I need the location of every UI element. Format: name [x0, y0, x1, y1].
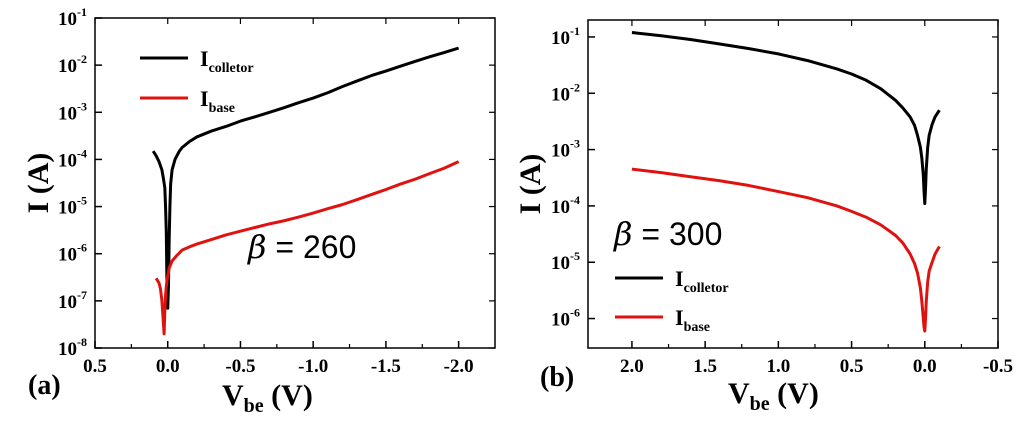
y-tick-label: 10-4: [58, 146, 87, 171]
y-tick-label: 10-3: [58, 99, 87, 124]
x-tick-label: 0.5: [840, 356, 864, 377]
y-tick-label: 10-8: [58, 335, 87, 360]
y-tick-label: 10-1: [551, 24, 580, 49]
chart-panel-a: 0.5 0.0 -0.5 -1.0 -1.5 -2.0 10-1 10-2 10-3 10-4 10…: [22, 5, 496, 417]
y-tick-label: 10-3: [551, 137, 580, 162]
x-tick-label: -0.5: [225, 356, 255, 377]
y-tick-label: 10-2: [551, 80, 580, 105]
plot-frame: [587, 19, 999, 349]
x-tick-label: -1.5: [371, 356, 401, 377]
x-tick-label: 1.5: [693, 356, 717, 377]
x-tick-label: -1.0: [298, 356, 328, 377]
legend-label-colletor: Icolletor: [200, 46, 254, 76]
y-tick-label: 10-5: [58, 194, 87, 219]
series-line-colletor: [631, 30, 941, 206]
x-axis-label: Vbe (V): [728, 377, 819, 415]
legend-label-colletor: Icolletor: [675, 266, 729, 296]
x-tick-label: 0.5: [83, 356, 107, 377]
x-tick-label: 2.0: [620, 356, 644, 377]
y-tick-label: 10-6: [551, 306, 580, 331]
series-line-base: [631, 167, 941, 333]
y-tick-label: 10-4: [551, 193, 580, 218]
y-tick-label: 10-2: [58, 52, 87, 77]
x-tick-label: 0.0: [913, 356, 937, 377]
x-tick-label: 0.0: [156, 356, 180, 377]
x-tick-label: -2.0: [444, 356, 474, 377]
legend-label-base: Ibase: [200, 86, 235, 116]
plot-frame: [94, 17, 496, 349]
legend-label-base: Ibase: [675, 305, 710, 335]
beta-annotation: β = 300: [613, 215, 722, 253]
panel-label: (a): [28, 370, 61, 401]
x-axis-label: Vbe (V): [222, 379, 313, 417]
y-axis-label: I (A): [22, 153, 55, 214]
series-line-base: [154, 160, 460, 336]
chart-panel-b: 2.0 1.5 1.0 0.5 0.0 -0.5 10-1 10-2 10-3 10-4 10-5 1…: [514, 19, 1013, 415]
y-tick-label: 10-6: [58, 241, 87, 266]
beta-annotation: β = 260: [247, 228, 356, 266]
y-axis-label: I (A): [514, 154, 547, 215]
panel-label: (b): [540, 362, 574, 393]
x-tick-label: 1.0: [766, 356, 790, 377]
y-tick-label: 10-5: [551, 249, 580, 274]
y-tick-label: 10-1: [58, 5, 87, 30]
y-tick-label: 10-7: [58, 288, 87, 313]
series-line-colletor: [151, 46, 460, 310]
x-tick-label: -0.5: [983, 356, 1013, 377]
